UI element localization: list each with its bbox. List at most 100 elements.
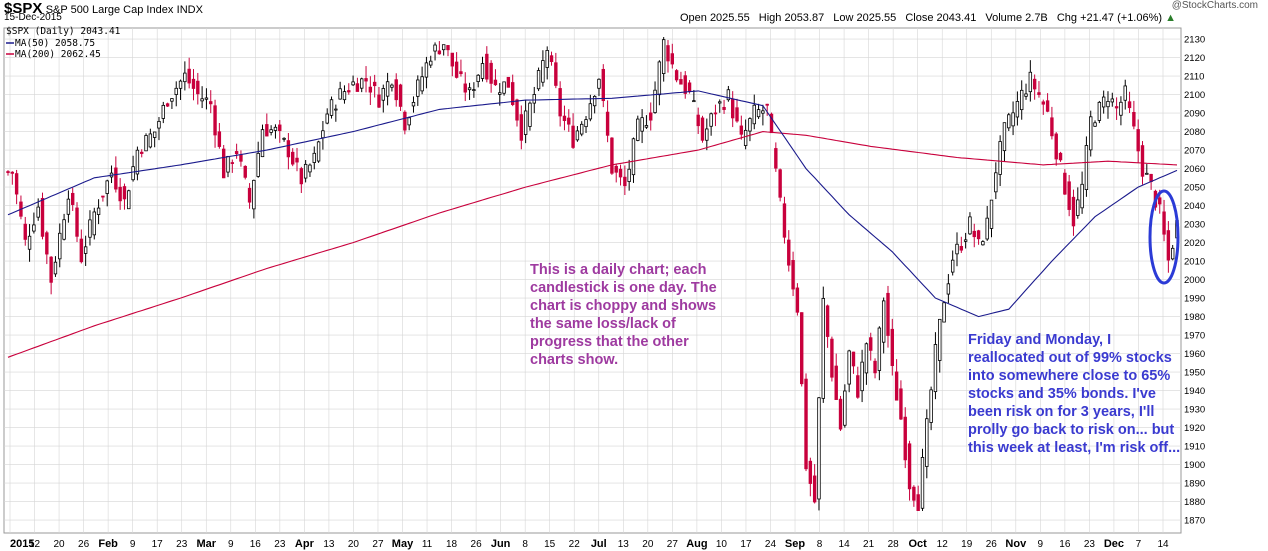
x-tick-label: 27 [667, 539, 679, 550]
legend-ma50: MA(50) 2058.75 [15, 38, 95, 49]
y-tick-label: 2030 [1184, 220, 1205, 231]
candle-body [334, 108, 338, 111]
high-value: 2053.87 [784, 12, 825, 24]
candle-body [96, 207, 101, 215]
symbol: $SPX [4, 0, 43, 17]
candle-body [282, 137, 286, 140]
candlesticks [6, 37, 1179, 511]
candle-body [912, 486, 916, 501]
candle-body [127, 190, 131, 210]
candle-body [1007, 114, 1011, 129]
candle-body [726, 89, 731, 101]
candle-body [437, 50, 442, 55]
candle-body [623, 176, 627, 187]
candle-body [1037, 92, 1041, 95]
candle-body [532, 94, 536, 104]
x-tick-label: 14 [1157, 539, 1169, 550]
candle-body [441, 44, 446, 51]
x-tick-label: May [392, 538, 414, 550]
candle-body [920, 457, 925, 509]
y-tick-label: 2130 [1184, 35, 1205, 46]
x-tick-label: 17 [740, 539, 752, 550]
x-tick-label: 14 [839, 539, 851, 550]
annotation-left: This is a daily chart; each candlestick … [530, 262, 717, 368]
candle-body [1063, 172, 1067, 195]
x-tick-label: Sep [785, 538, 805, 550]
candle-body [618, 168, 623, 178]
y-tick-label: 2050 [1184, 183, 1205, 194]
candle-body [541, 60, 545, 83]
y-tick-label: 1930 [1184, 405, 1205, 416]
candle-body [765, 103, 769, 106]
y-tick-label: 1900 [1184, 460, 1205, 471]
candle-body [661, 39, 666, 74]
candle-body [122, 186, 127, 200]
candle-body [670, 53, 675, 65]
y-tick-label: 2010 [1184, 257, 1205, 268]
candle-body [1041, 101, 1045, 105]
y-tick-label: 2090 [1184, 109, 1205, 120]
candle-body [554, 62, 558, 86]
y-tick-label: 1920 [1184, 423, 1205, 434]
y-tick-label: 1980 [1184, 312, 1205, 323]
candle-body [899, 388, 903, 420]
y-tick-label: 1950 [1184, 368, 1205, 379]
x-tick-label: 23 [176, 539, 188, 550]
candle-body [748, 118, 752, 132]
candle-body [1162, 211, 1166, 235]
x-tick-label: Mar [196, 538, 216, 550]
candle-body [1136, 129, 1140, 152]
open-value: 2025.55 [709, 12, 750, 24]
candle-body [372, 81, 377, 87]
candle-body [273, 126, 278, 131]
candle-body [972, 230, 976, 238]
candle-body [53, 261, 58, 275]
candle-body [178, 80, 183, 89]
candle-body [1028, 71, 1033, 93]
y-tick-label: 1960 [1184, 349, 1205, 360]
candle-body [830, 338, 834, 378]
candle-body [838, 398, 843, 430]
x-tick-label: Apr [295, 538, 315, 550]
candle-body [364, 78, 368, 82]
candle-body [687, 82, 692, 93]
candle-body [165, 103, 170, 107]
x-tick-label: 23 [274, 539, 286, 550]
candle-body [959, 245, 964, 251]
candle-body [325, 113, 329, 124]
candle-body [562, 115, 567, 121]
candle-body [528, 102, 532, 127]
candle-body [981, 241, 985, 246]
candle-body [377, 94, 381, 108]
candle-body [653, 89, 657, 113]
candle-body [450, 52, 455, 67]
candle-body [894, 371, 899, 401]
candle-body [260, 129, 265, 158]
candle-body [424, 62, 429, 78]
candle-body [1089, 116, 1093, 151]
candle-body [239, 154, 243, 162]
x-tick-label: Aug [686, 538, 707, 550]
candle-body [135, 149, 140, 175]
candle-body [843, 390, 847, 426]
candle-body [10, 171, 15, 174]
candle-body [493, 79, 498, 86]
candle-body [860, 361, 864, 392]
x-tick-label: 9 [1038, 539, 1044, 550]
candle-body [247, 187, 252, 203]
candle-body [14, 173, 19, 195]
candle-body [368, 86, 373, 93]
candle-body [62, 219, 66, 240]
candle-body [467, 87, 472, 91]
candle-body [40, 197, 45, 237]
candle-body [58, 232, 62, 260]
candle-body [316, 141, 321, 162]
x-tick-label: 9 [228, 539, 234, 550]
candle-body [856, 375, 860, 398]
x-tick-label: 23 [1084, 539, 1096, 550]
candle-body [778, 169, 782, 198]
candle-body [614, 165, 618, 173]
candle-body [269, 129, 273, 133]
x-tick-label: 17 [152, 539, 164, 550]
